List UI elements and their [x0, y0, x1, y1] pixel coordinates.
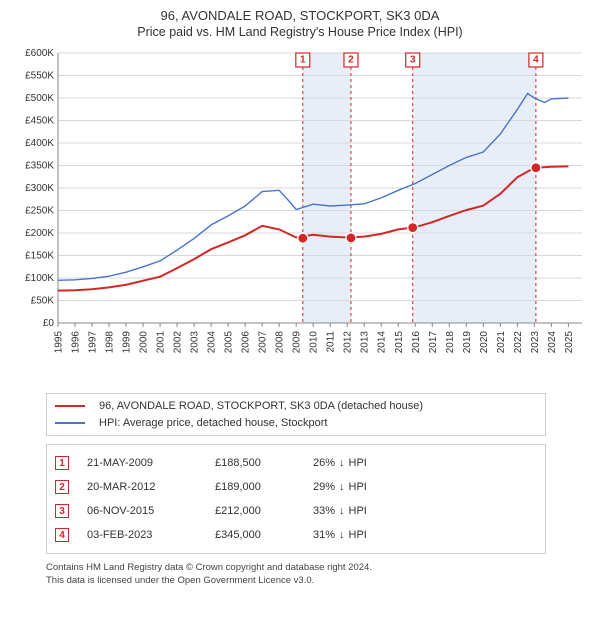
- svg-text:2010: 2010: [309, 331, 320, 354]
- legend: 96, AVONDALE ROAD, STOCKPORT, SK3 0DA (d…: [46, 393, 546, 436]
- events-table: 1 21-MAY-2009 £188,500 26%↓HPI 2 20-MAR-2012 £…: [46, 444, 546, 554]
- svg-text:£150K: £150K: [25, 251, 54, 262]
- footer-line2: This data is licensed under the Open Gov…: [46, 575, 546, 588]
- svg-text:2023: 2023: [530, 331, 541, 354]
- event-price: £188,500: [215, 457, 295, 469]
- svg-text:2013: 2013: [360, 331, 371, 354]
- svg-text:1998: 1998: [105, 331, 116, 354]
- svg-text:2007: 2007: [258, 331, 269, 354]
- legend-swatch: [55, 422, 85, 424]
- svg-text:2014: 2014: [377, 331, 388, 354]
- svg-text:2015: 2015: [394, 331, 405, 354]
- svg-text:1999: 1999: [122, 331, 133, 354]
- event-pct: 29%↓HPI: [313, 481, 423, 493]
- legend-swatch: [55, 405, 85, 407]
- event-badge: 4: [55, 528, 69, 542]
- event-badge: 3: [55, 504, 69, 518]
- svg-text:2016: 2016: [411, 331, 422, 354]
- svg-text:£400K: £400K: [25, 138, 54, 149]
- svg-text:£0: £0: [43, 318, 55, 329]
- arrow-down-icon: ↓: [339, 481, 345, 493]
- footer-attribution: Contains HM Land Registry data © Crown c…: [46, 562, 546, 588]
- event-date: 21-MAY-2009: [87, 457, 197, 469]
- svg-text:£250K: £250K: [25, 206, 54, 217]
- svg-text:£500K: £500K: [25, 93, 54, 104]
- legend-row: HPI: Average price, detached house, Stoc…: [55, 415, 537, 432]
- legend-label: 96, AVONDALE ROAD, STOCKPORT, SK3 0DA (d…: [99, 398, 423, 415]
- svg-text:1996: 1996: [71, 331, 82, 354]
- event-pct: 31%↓HPI: [313, 529, 423, 541]
- svg-text:2022: 2022: [513, 331, 524, 354]
- arrow-down-icon: ↓: [339, 505, 345, 517]
- page-title: 96, AVONDALE ROAD, STOCKPORT, SK3 0DA: [10, 8, 590, 23]
- event-date: 06-NOV-2015: [87, 505, 197, 517]
- svg-text:2020: 2020: [479, 331, 490, 354]
- svg-text:2011: 2011: [326, 331, 337, 353]
- svg-text:2012: 2012: [343, 331, 354, 354]
- event-date: 20-MAR-2012: [87, 481, 197, 493]
- svg-text:£600K: £600K: [25, 48, 54, 59]
- event-date: 03-FEB-2023: [87, 529, 197, 541]
- svg-text:£450K: £450K: [25, 116, 54, 127]
- svg-text:1997: 1997: [88, 331, 99, 354]
- event-badge: 1: [55, 456, 69, 470]
- svg-text:2: 2: [348, 55, 354, 66]
- svg-text:2008: 2008: [275, 331, 286, 354]
- legend-label: HPI: Average price, detached house, Stoc…: [99, 415, 328, 432]
- event-badge: 2: [55, 480, 69, 494]
- svg-text:4: 4: [533, 55, 539, 66]
- svg-text:3: 3: [410, 55, 416, 66]
- legend-row: 96, AVONDALE ROAD, STOCKPORT, SK3 0DA (d…: [55, 398, 537, 415]
- svg-text:2017: 2017: [428, 331, 439, 354]
- svg-text:1: 1: [300, 55, 306, 66]
- svg-text:2003: 2003: [190, 331, 201, 354]
- price-chart: £0 £50K £100K £150K £200K £250K £300K £350K £400…: [10, 45, 590, 385]
- svg-text:2025: 2025: [564, 331, 575, 354]
- event-row: 3 06-NOV-2015 £212,000 33%↓HPI: [55, 499, 537, 523]
- event-price: £212,000: [215, 505, 295, 517]
- svg-text:2019: 2019: [462, 331, 473, 354]
- svg-text:2005: 2005: [224, 331, 235, 354]
- svg-text:£200K: £200K: [25, 228, 54, 239]
- svg-text:£50K: £50K: [31, 296, 55, 307]
- svg-text:£300K: £300K: [25, 183, 54, 194]
- svg-text:£350K: £350K: [25, 161, 54, 172]
- svg-text:£550K: £550K: [25, 71, 54, 82]
- svg-text:2018: 2018: [445, 331, 456, 354]
- footer-line1: Contains HM Land Registry data © Crown c…: [46, 562, 546, 575]
- svg-text:2004: 2004: [207, 331, 218, 354]
- page-subtitle: Price paid vs. HM Land Registry's House …: [10, 25, 590, 39]
- chart-svg: £0 £50K £100K £150K £200K £250K £300K £350K £400…: [10, 45, 590, 385]
- svg-text:2021: 2021: [496, 331, 507, 354]
- event-pct: 33%↓HPI: [313, 505, 423, 517]
- svg-text:2002: 2002: [173, 331, 184, 354]
- event-row: 2 20-MAR-2012 £189,000 29%↓HPI: [55, 475, 537, 499]
- svg-text:2009: 2009: [292, 331, 303, 354]
- event-row: 4 03-FEB-2023 £345,000 31%↓HPI: [55, 523, 537, 547]
- arrow-down-icon: ↓: [339, 529, 345, 541]
- arrow-down-icon: ↓: [339, 457, 345, 469]
- svg-text:2000: 2000: [139, 331, 150, 354]
- svg-text:1995: 1995: [54, 331, 65, 354]
- event-pct: 26%↓HPI: [313, 457, 423, 469]
- event-price: £345,000: [215, 529, 295, 541]
- svg-text:2024: 2024: [547, 331, 558, 354]
- svg-text:2001: 2001: [156, 331, 167, 354]
- event-row: 1 21-MAY-2009 £188,500 26%↓HPI: [55, 451, 537, 475]
- event-price: £189,000: [215, 481, 295, 493]
- svg-text:£100K: £100K: [25, 273, 54, 284]
- svg-text:2006: 2006: [241, 331, 252, 354]
